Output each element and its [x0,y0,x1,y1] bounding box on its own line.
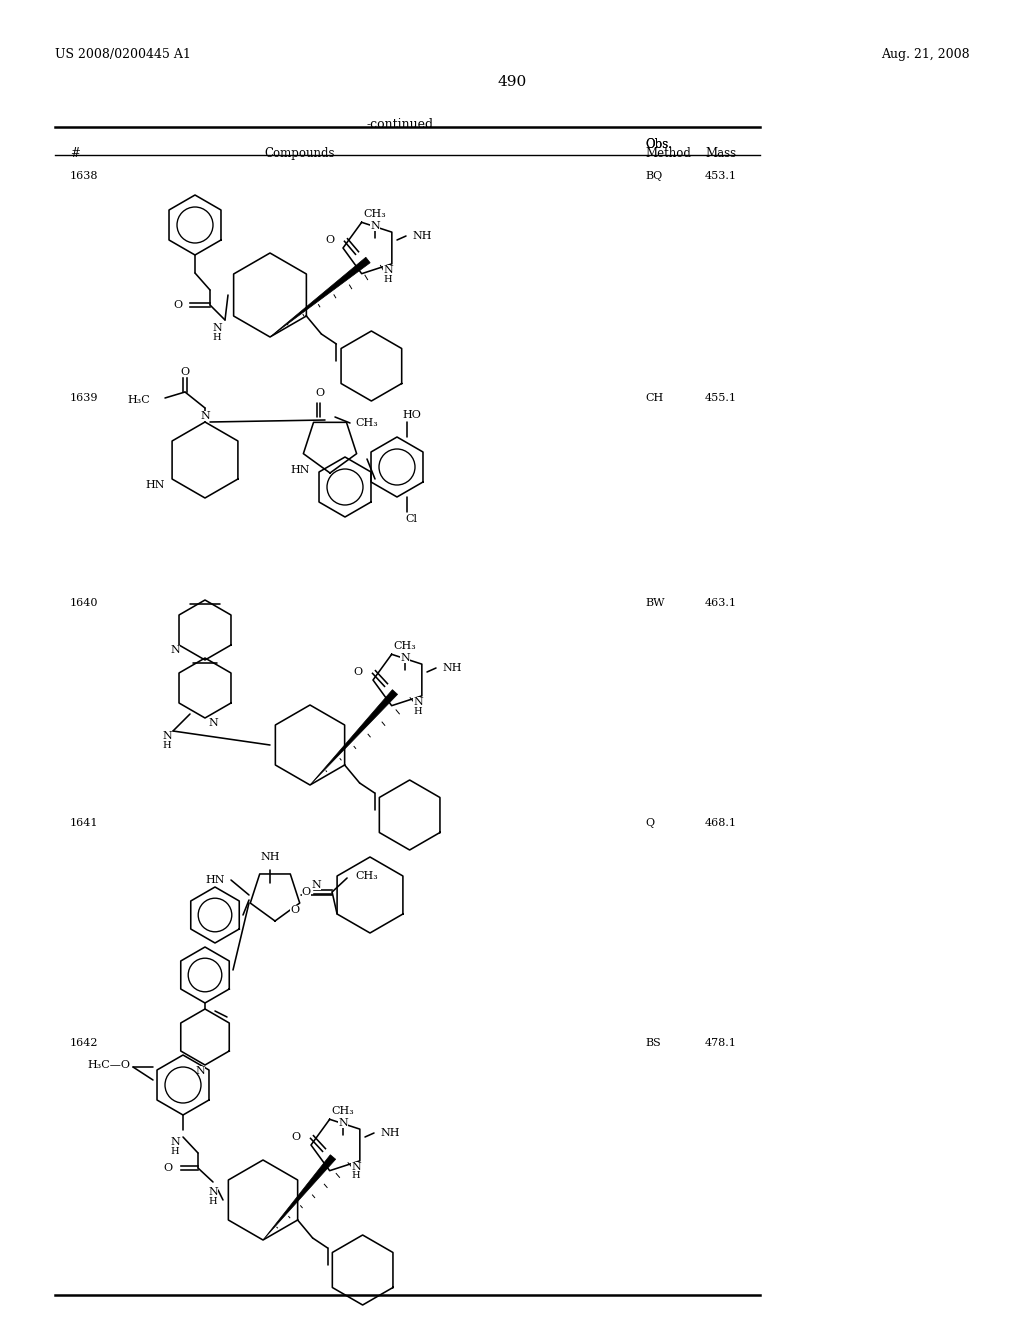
Text: H: H [171,1147,179,1155]
Text: N: N [162,731,172,741]
Text: 1641: 1641 [70,818,98,828]
Text: US 2008/0200445 A1: US 2008/0200445 A1 [55,48,190,61]
Text: H: H [209,1196,217,1205]
Text: H₃C: H₃C [127,395,150,405]
Text: Obs.: Obs. [645,139,672,150]
Text: N: N [196,1067,205,1076]
Polygon shape [310,689,397,785]
Text: NH: NH [260,851,280,862]
Text: CH: CH [645,393,664,403]
Text: H: H [351,1172,360,1180]
Text: O: O [315,388,325,399]
Text: BQ: BQ [645,172,663,181]
Text: N: N [400,653,410,663]
Text: CH₃: CH₃ [355,871,378,880]
Text: Obs.: Obs. [645,139,672,150]
Text: N: N [311,880,321,890]
Text: 1640: 1640 [70,598,98,609]
Text: O: O [301,887,310,898]
Text: N: N [338,1118,348,1129]
Text: 453.1: 453.1 [705,172,737,181]
Text: NH: NH [442,663,462,673]
Text: NH: NH [412,231,431,242]
Text: O: O [291,906,300,915]
Text: N: N [370,220,380,231]
Text: HN: HN [206,875,225,884]
Text: CH₃: CH₃ [364,209,386,219]
Text: N: N [212,323,222,333]
Text: Cl: Cl [406,513,417,524]
Text: O: O [292,1133,301,1142]
Text: O: O [326,235,335,246]
Text: N: N [413,697,423,708]
Text: HO: HO [402,411,421,420]
Text: -continued: -continued [367,117,433,131]
Text: O: O [180,367,189,378]
Text: CH₃: CH₃ [332,1106,354,1115]
Text: Method: Method [645,147,691,160]
Text: H: H [213,333,221,342]
Text: CH₃: CH₃ [393,642,417,651]
Text: H: H [384,275,392,284]
Text: HN: HN [145,480,165,490]
Text: H: H [163,741,171,750]
Text: 1639: 1639 [70,393,98,403]
Text: N: N [351,1162,360,1172]
Text: 1638: 1638 [70,172,98,181]
Text: 468.1: 468.1 [705,818,737,828]
Text: 490: 490 [498,75,526,88]
Polygon shape [270,257,370,337]
Text: O: O [173,300,182,310]
Text: O: O [164,1163,173,1173]
Text: Compounds: Compounds [265,147,335,160]
Text: Q: Q [645,818,654,828]
Text: 463.1: 463.1 [705,598,737,609]
Text: 478.1: 478.1 [705,1038,737,1048]
Text: Aug. 21, 2008: Aug. 21, 2008 [882,48,970,61]
Text: N: N [208,718,218,729]
Text: BS: BS [645,1038,660,1048]
Text: N: N [170,1137,180,1147]
Text: N: N [200,411,210,421]
Text: 1642: 1642 [70,1038,98,1048]
Text: N: N [383,265,393,275]
Text: O: O [353,667,362,677]
Text: HN: HN [290,465,309,475]
Text: CH₃: CH₃ [355,418,378,428]
Text: #: # [70,147,80,160]
Polygon shape [263,1155,336,1239]
Text: 455.1: 455.1 [705,393,737,403]
Text: Mass: Mass [705,147,736,160]
Text: NH: NH [380,1129,399,1138]
Text: H: H [414,706,422,715]
Text: H₃C—O: H₃C—O [87,1060,130,1071]
Text: N: N [208,1187,218,1197]
Text: N: N [170,645,180,655]
Text: BW: BW [645,598,665,609]
